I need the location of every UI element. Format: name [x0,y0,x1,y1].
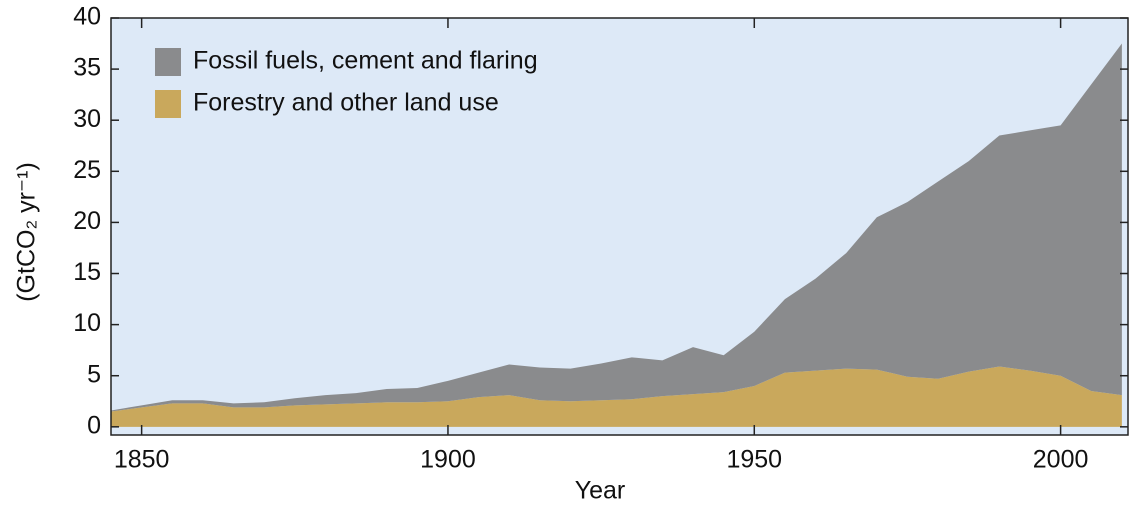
y-axis-label: (GtCO₂ yr⁻¹) [13,162,41,302]
x-tick-label: 1950 [726,446,782,474]
y-tick-label: 0 [87,411,101,439]
x-tick-label: 1850 [114,446,170,474]
y-tick-label: 5 [87,360,101,388]
y-tick-label: 20 [73,207,101,235]
legend-swatch [155,48,181,76]
y-tick-label: 30 [73,105,101,133]
area [111,43,1122,412]
legend-label: Fossil fuels, cement and flaring [193,47,538,75]
x-axis-label: Year [575,477,626,505]
y-tick-label: 25 [73,156,101,184]
area [111,366,1122,427]
legend-swatch [155,90,181,118]
y-tick-label: 35 [73,54,101,82]
y-tick-label: 40 [73,3,101,31]
x-tick-label: 1900 [420,446,476,474]
x-tick-label: 2000 [1033,446,1089,474]
legend-label: Forestry and other land use [193,89,499,117]
y-tick-label: 10 [73,309,101,337]
plot-frame [110,17,1129,436]
y-tick-label: 15 [73,258,101,286]
